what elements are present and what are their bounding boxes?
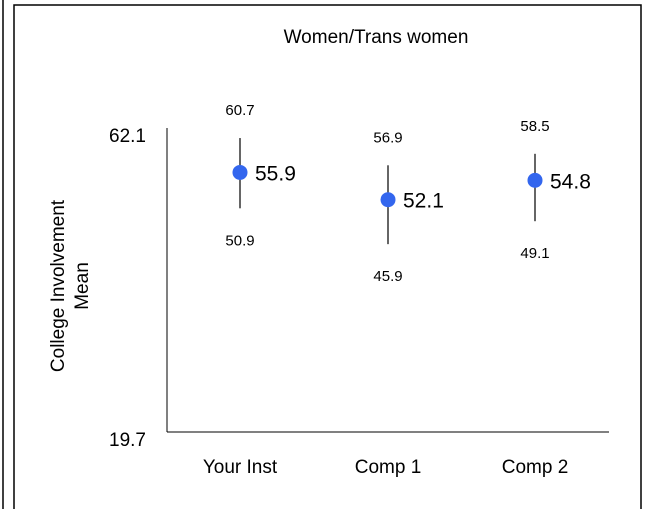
x-category-label-3: Comp 2 [502,457,569,478]
upper-label-2: 56.9 [373,129,402,146]
mean-label-2: 52.1 [403,190,444,213]
lower-label-2: 45.9 [373,268,402,285]
mean-point-2 [380,192,396,208]
chart-title: Women/Trans women [284,27,469,48]
upper-label-3: 58.5 [520,118,549,135]
lower-label-1: 50.9 [225,232,254,249]
lower-label-3: 49.1 [520,245,549,262]
mean-point-1 [232,164,248,180]
chart-border [13,4,642,509]
mean-label-3: 54.8 [550,170,591,193]
y-axis-title-line-2: Mean [72,262,93,310]
mean-label-1: 55.9 [255,162,296,185]
mean-point-3 [527,172,543,188]
x-category-label-2: Comp 1 [355,457,422,478]
y-tick-label-max: 62.1 [109,126,146,147]
x-category-label-1: Your Inst [203,457,278,478]
y-axis-title: College Involvement Mean [48,199,93,372]
y-axis-title-line-1: College Involvement [48,199,69,372]
upper-label-1: 60.7 [225,102,254,119]
y-tick-label-min: 19.7 [109,430,146,451]
plot-area: 55.9 60.7 50.9 Your Inst 52.1 56.9 45.9 Comp 1 5… [203,102,591,478]
